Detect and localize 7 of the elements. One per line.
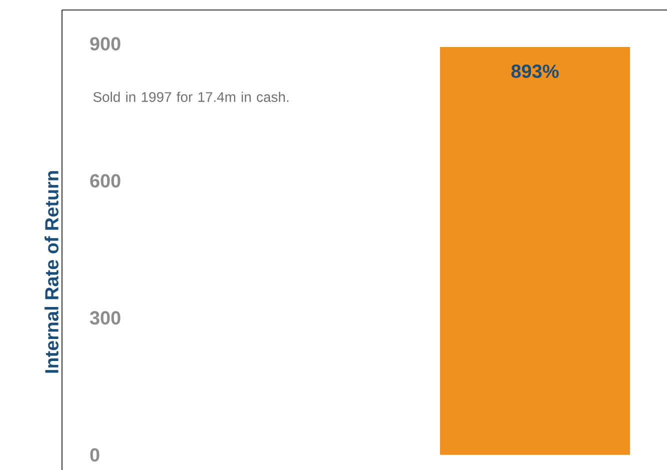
y-tick-label: 300 — [90, 311, 120, 325]
annotation: Sold in 1997 for 17.4m in cash. — [93, 92, 288, 102]
y-tick-label: 600 — [90, 174, 120, 188]
y-tick-label: 0 — [90, 448, 100, 462]
y-tick-label: 900 — [90, 37, 120, 51]
data-label: 893% — [511, 64, 559, 78]
y-axis-title: Internal Rate of Return — [44, 171, 58, 373]
